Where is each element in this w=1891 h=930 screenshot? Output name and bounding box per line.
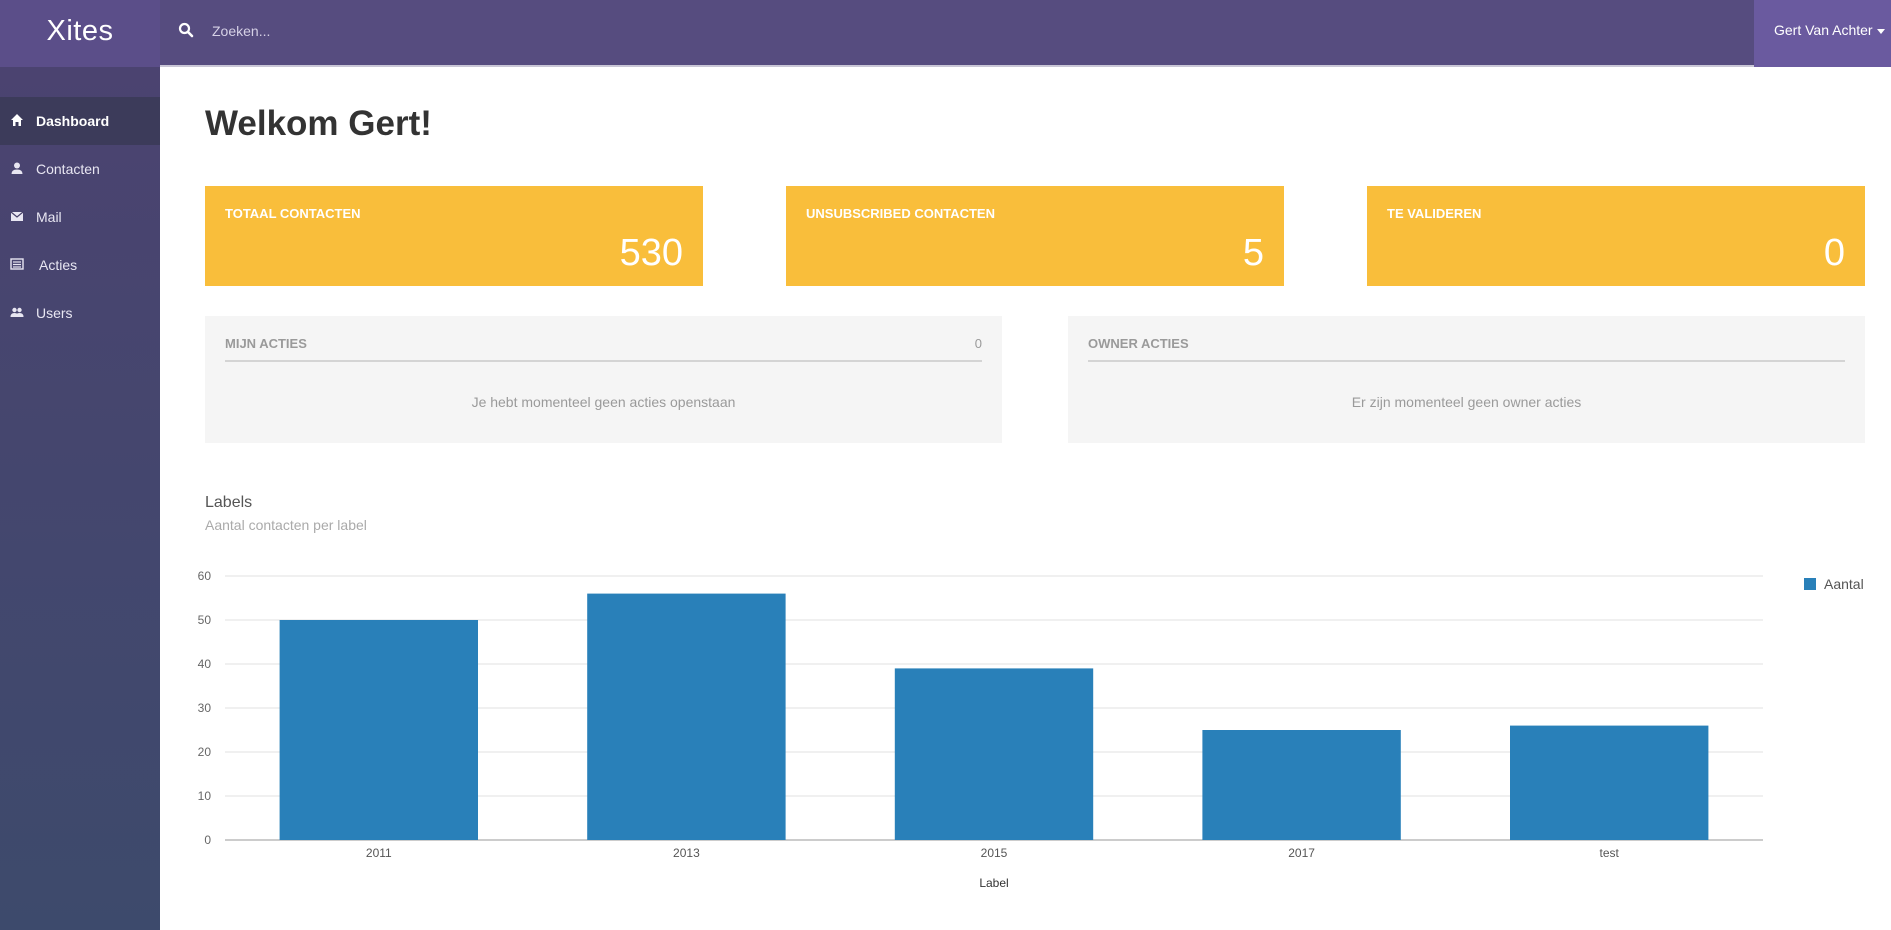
legend-label: Aantal bbox=[1824, 576, 1864, 592]
stat-title: UNSUBSCRIBED CONTACTEN bbox=[806, 206, 995, 221]
user-menu[interactable]: Gert Van Achter bbox=[1754, 0, 1891, 67]
y-tick-label: 0 bbox=[204, 833, 211, 847]
panel-title: OWNER ACTIES bbox=[1088, 336, 1189, 351]
legend-swatch bbox=[1804, 578, 1816, 590]
envelope-icon bbox=[10, 211, 24, 221]
x-tick-label: 2017 bbox=[1288, 846, 1315, 860]
sidebar-item-label: Users bbox=[36, 305, 73, 321]
search-icon[interactable] bbox=[178, 22, 194, 38]
chevron-down-icon bbox=[1876, 28, 1885, 34]
panel-owner-acties: OWNER ACTIES Er zijn momenteel geen owne… bbox=[1068, 316, 1865, 443]
bar bbox=[894, 668, 1094, 840]
users-icon bbox=[10, 307, 24, 317]
divider bbox=[1088, 360, 1845, 362]
panel-count: 0 bbox=[974, 336, 982, 351]
stat-card-unsubscribed-contacten: UNSUBSCRIBED CONTACTEN 5 bbox=[786, 186, 1284, 286]
empty-state-text: Er zijn momenteel geen owner acties bbox=[1351, 394, 1582, 410]
x-axis-label: Label bbox=[979, 876, 1008, 890]
bar bbox=[279, 620, 479, 840]
y-tick-label: 60 bbox=[198, 569, 212, 583]
sidebar-item-label: Dashboard bbox=[36, 113, 110, 129]
y-tick-label: 50 bbox=[198, 613, 212, 627]
chart-title: Labels bbox=[205, 494, 253, 511]
list-icon bbox=[10, 258, 24, 270]
bar bbox=[1202, 730, 1401, 840]
user-icon bbox=[11, 162, 23, 174]
sidebar-item-label: Contacten bbox=[36, 161, 100, 177]
y-tick-label: 30 bbox=[198, 701, 212, 715]
bar bbox=[1509, 725, 1709, 840]
sidebar-item-label: Acties bbox=[39, 257, 78, 273]
y-tick-label: 10 bbox=[198, 789, 212, 803]
sidebar-item-label: Mail bbox=[36, 209, 62, 225]
x-tick-label: 2015 bbox=[981, 846, 1008, 860]
panel-title: MIJN ACTIES bbox=[225, 336, 307, 351]
stat-card-te-valideren: TE VALIDEREN 0 bbox=[1367, 186, 1865, 286]
stat-card-totaal-contacten: TOTAAL CONTACTEN 530 bbox=[205, 186, 703, 286]
y-tick-label: 40 bbox=[198, 657, 212, 671]
stat-value: 5 bbox=[1242, 232, 1264, 274]
x-tick-label: test bbox=[1600, 846, 1620, 860]
panel-mijn-acties: MIJN ACTIES 0 Je hebt momenteel geen act… bbox=[205, 316, 1002, 443]
home-icon bbox=[11, 114, 23, 126]
bar bbox=[587, 593, 786, 840]
sidebar: Dashboard Contacten Mail Acties User bbox=[0, 67, 160, 930]
stat-value: 530 bbox=[619, 232, 683, 274]
bar-chart: 0 10 20 30 40 50 60 2011 2013 2015 2017 test Label bbox=[198, 569, 1763, 890]
stat-title: TE VALIDEREN bbox=[1387, 206, 1482, 221]
sidebar-item-contacten[interactable]: Contacten bbox=[0, 145, 160, 193]
sidebar-item-dashboard[interactable]: Dashboard bbox=[0, 97, 160, 145]
divider bbox=[225, 360, 982, 362]
brand-logo[interactable]: Xites bbox=[0, 0, 160, 67]
sidebar-item-acties[interactable]: Acties bbox=[0, 241, 160, 289]
chart-subtitle: Aantal contacten per label bbox=[205, 517, 367, 533]
empty-state-text: Je hebt momenteel geen acties openstaan bbox=[471, 394, 736, 410]
sidebar-item-users[interactable]: Users bbox=[0, 289, 160, 337]
x-tick-label: 2013 bbox=[673, 846, 700, 860]
top-bar: Xites Gert Van Achter bbox=[0, 0, 1891, 67]
user-name: Gert Van Achter bbox=[1774, 22, 1873, 38]
chart-legend[interactable]: Aantal bbox=[1804, 576, 1864, 592]
page-title: Welkom Gert! bbox=[205, 104, 432, 143]
x-tick-label: 2011 bbox=[366, 846, 392, 860]
stat-title: TOTAAL CONTACTEN bbox=[225, 206, 361, 221]
y-tick-label: 20 bbox=[198, 745, 212, 759]
search-input[interactable] bbox=[212, 16, 632, 46]
stat-value: 0 bbox=[1823, 232, 1845, 274]
sidebar-item-mail[interactable]: Mail bbox=[0, 193, 160, 241]
